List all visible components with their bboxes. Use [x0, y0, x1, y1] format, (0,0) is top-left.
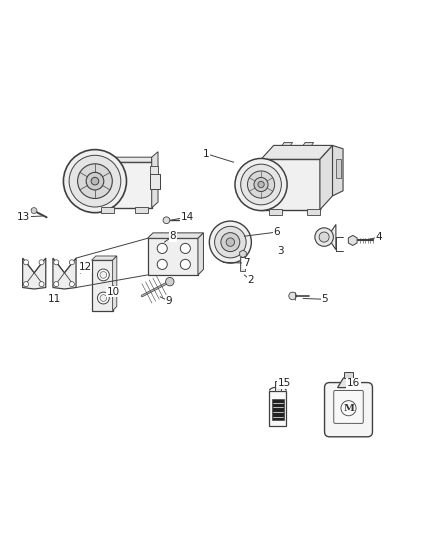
- Polygon shape: [148, 238, 198, 275]
- Circle shape: [319, 232, 329, 242]
- Text: 16: 16: [347, 378, 360, 389]
- Circle shape: [226, 238, 235, 246]
- Bar: [275, 381, 281, 391]
- Circle shape: [39, 260, 44, 265]
- Polygon shape: [282, 142, 293, 146]
- Text: 14: 14: [181, 212, 194, 222]
- Circle shape: [100, 295, 107, 301]
- Circle shape: [24, 260, 28, 265]
- Polygon shape: [198, 233, 203, 275]
- Circle shape: [78, 164, 112, 198]
- Circle shape: [254, 177, 268, 191]
- Circle shape: [315, 228, 333, 246]
- Polygon shape: [92, 260, 113, 311]
- Circle shape: [289, 292, 297, 300]
- Circle shape: [98, 292, 109, 304]
- Bar: [336, 159, 341, 178]
- Polygon shape: [261, 159, 320, 209]
- Polygon shape: [113, 256, 117, 311]
- Circle shape: [163, 217, 170, 224]
- Text: 13: 13: [17, 212, 30, 222]
- Bar: [269, 209, 282, 215]
- Text: 9: 9: [165, 296, 172, 306]
- Circle shape: [39, 281, 44, 287]
- Circle shape: [69, 155, 121, 207]
- Circle shape: [86, 172, 104, 190]
- Polygon shape: [261, 146, 332, 159]
- FancyBboxPatch shape: [334, 391, 363, 423]
- Circle shape: [180, 244, 191, 254]
- Bar: [95, 162, 152, 208]
- Bar: [272, 399, 284, 419]
- Text: 1: 1: [203, 149, 210, 159]
- Bar: [269, 391, 286, 426]
- Circle shape: [180, 260, 191, 270]
- Polygon shape: [152, 152, 158, 208]
- Text: 4: 4: [375, 232, 382, 242]
- Circle shape: [157, 244, 167, 254]
- Text: 10: 10: [106, 287, 120, 297]
- Circle shape: [215, 227, 246, 258]
- Circle shape: [24, 281, 28, 287]
- Text: 5: 5: [321, 294, 328, 304]
- Circle shape: [157, 260, 167, 270]
- Circle shape: [54, 281, 59, 287]
- Circle shape: [91, 177, 99, 185]
- Circle shape: [247, 171, 275, 198]
- Polygon shape: [92, 256, 117, 260]
- Text: 11: 11: [48, 294, 61, 304]
- Circle shape: [258, 181, 264, 188]
- Circle shape: [31, 208, 37, 214]
- Text: 2: 2: [247, 275, 254, 285]
- Bar: [240, 257, 245, 271]
- Circle shape: [235, 158, 287, 211]
- Polygon shape: [348, 236, 357, 246]
- Text: 12: 12: [79, 262, 92, 272]
- Circle shape: [221, 232, 240, 252]
- Polygon shape: [53, 258, 76, 289]
- Text: 7: 7: [243, 258, 250, 268]
- Polygon shape: [148, 233, 203, 238]
- Bar: [150, 174, 160, 189]
- Polygon shape: [23, 258, 46, 289]
- Bar: [101, 207, 114, 213]
- Text: 6: 6: [274, 227, 280, 237]
- Bar: [307, 209, 320, 215]
- Circle shape: [54, 260, 59, 265]
- Circle shape: [209, 221, 251, 263]
- Polygon shape: [95, 157, 152, 162]
- Circle shape: [241, 164, 281, 205]
- Bar: [344, 373, 353, 378]
- Polygon shape: [338, 378, 360, 387]
- Polygon shape: [303, 142, 314, 146]
- Circle shape: [98, 269, 109, 281]
- Polygon shape: [240, 250, 246, 257]
- Polygon shape: [332, 146, 343, 196]
- Circle shape: [69, 281, 74, 287]
- Polygon shape: [328, 224, 336, 249]
- Circle shape: [64, 150, 127, 213]
- Text: 3: 3: [277, 246, 283, 255]
- Text: M: M: [343, 403, 354, 413]
- FancyBboxPatch shape: [325, 383, 372, 437]
- Text: 15: 15: [278, 378, 291, 389]
- Bar: [135, 207, 148, 213]
- Bar: [150, 166, 158, 174]
- Circle shape: [100, 271, 107, 278]
- Text: 8: 8: [170, 231, 176, 241]
- Circle shape: [166, 278, 174, 286]
- Polygon shape: [320, 146, 332, 209]
- Circle shape: [69, 260, 74, 265]
